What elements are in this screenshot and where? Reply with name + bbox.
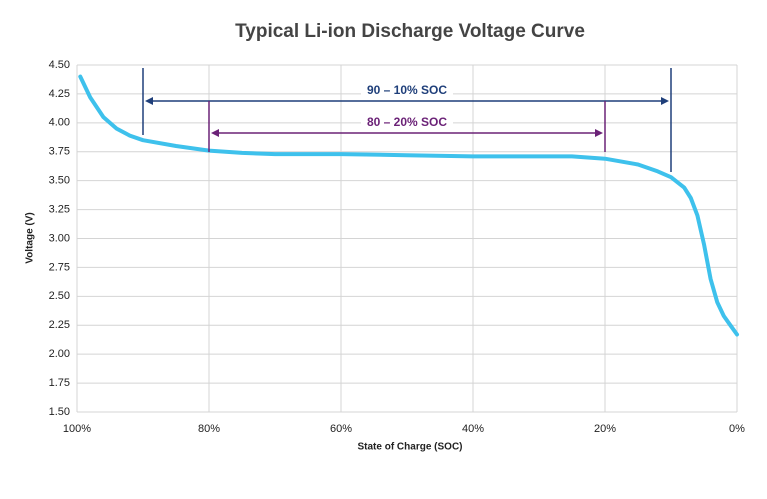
arrow-head [211, 129, 219, 137]
x-tick-label: 100% [63, 423, 91, 435]
x-axis-label: State of Charge (SOC) [357, 442, 462, 453]
y-tick-label: 3.75 [49, 146, 70, 158]
arrow-head [595, 129, 603, 137]
y-tick-label: 3.25 [49, 203, 70, 215]
y-tick-label: 1.75 [49, 377, 70, 389]
label-bg [361, 115, 453, 130]
label-bg [361, 83, 453, 98]
y-tick-label: 2.25 [49, 319, 70, 331]
y-tick-label: 2.75 [49, 261, 70, 273]
x-tick-label: 80% [198, 423, 220, 435]
y-axis-label: Voltage (V) [25, 212, 36, 263]
y-tick-label: 2.50 [49, 290, 70, 302]
y-tick-label: 2.00 [49, 348, 70, 360]
voltage-curve [78, 74, 739, 337]
y-tick-label: 4.00 [49, 117, 70, 129]
y-tick-label: 4.50 [49, 59, 70, 71]
x-tick-label: 20% [594, 423, 616, 435]
y-tick-label: 4.25 [49, 88, 70, 100]
arrow-head [661, 97, 669, 105]
x-tick-label: 60% [330, 423, 352, 435]
annotation-label: 90 – 10% SOC [367, 83, 447, 97]
y-tick-label: 1.50 [49, 406, 70, 418]
chart-title: Typical Li-ion Discharge Voltage Curve [235, 21, 585, 42]
x-tick-label: 0% [729, 423, 745, 435]
x-tick-label: 40% [462, 423, 484, 435]
annotation-label: 80 – 20% SOC [367, 115, 447, 129]
y-tick-label: 3.00 [49, 232, 70, 244]
y-tick-label: 3.50 [49, 175, 70, 187]
arrow-head [145, 97, 153, 105]
